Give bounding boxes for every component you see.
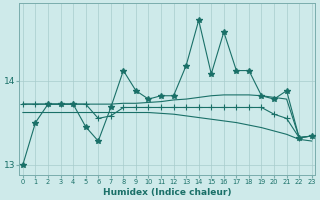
- X-axis label: Humidex (Indice chaleur): Humidex (Indice chaleur): [103, 188, 232, 197]
